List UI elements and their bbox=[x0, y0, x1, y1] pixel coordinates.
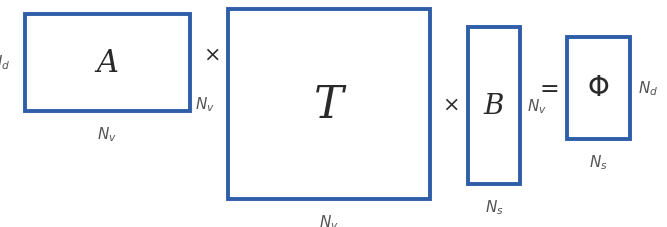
Text: ×: × bbox=[203, 45, 221, 64]
Text: $N_d$: $N_d$ bbox=[0, 53, 10, 72]
Text: ×: × bbox=[442, 95, 460, 114]
Text: B: B bbox=[484, 93, 504, 119]
Text: $N_v$: $N_v$ bbox=[97, 124, 117, 143]
Text: $N_d$: $N_d$ bbox=[638, 79, 658, 98]
Text: $N_v$: $N_v$ bbox=[527, 97, 547, 116]
FancyBboxPatch shape bbox=[567, 38, 630, 139]
FancyBboxPatch shape bbox=[228, 10, 430, 199]
Text: =: = bbox=[539, 77, 559, 100]
Text: A: A bbox=[97, 48, 119, 79]
Text: $N_s$: $N_s$ bbox=[485, 197, 504, 216]
Text: $\Phi$: $\Phi$ bbox=[588, 75, 610, 102]
Text: $N_v$: $N_v$ bbox=[319, 212, 339, 227]
FancyBboxPatch shape bbox=[468, 28, 520, 184]
Text: $N_v$: $N_v$ bbox=[195, 95, 215, 114]
Text: T: T bbox=[314, 83, 344, 126]
Text: $N_s$: $N_s$ bbox=[589, 152, 608, 171]
FancyBboxPatch shape bbox=[25, 15, 190, 111]
